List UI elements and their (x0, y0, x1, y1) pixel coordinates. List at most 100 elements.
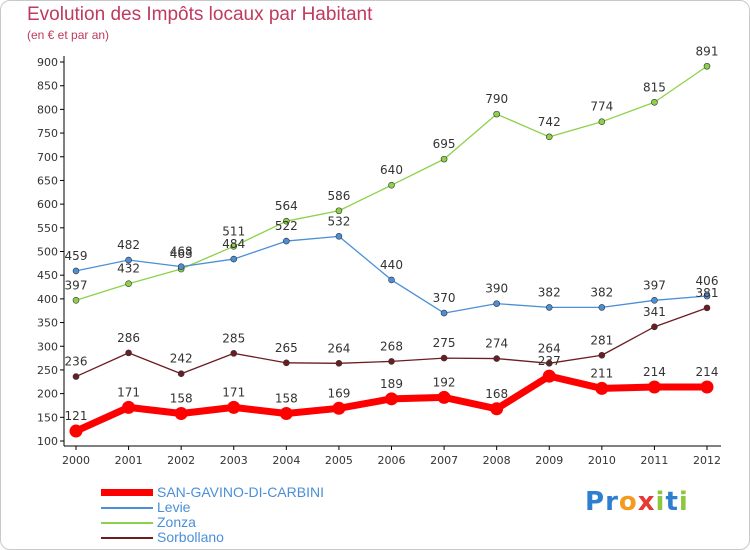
y-tick-label: 700 (37, 151, 58, 164)
data-label: 774 (590, 100, 613, 114)
data-label: 264 (538, 341, 561, 355)
data-point (177, 370, 185, 378)
data-label: 189 (380, 377, 403, 391)
y-tick-label: 850 (37, 80, 58, 93)
data-point (440, 155, 448, 163)
data-label: 121 (65, 409, 88, 423)
data-point (598, 304, 606, 311)
y-tick-label: 500 (37, 246, 58, 259)
data-label: 214 (643, 365, 666, 379)
data-point (545, 133, 553, 141)
legend-label-sorbollano: Sorbollano (157, 529, 224, 545)
logo-letter: x (637, 487, 656, 517)
data-point (388, 181, 395, 189)
y-tick-label: 400 (37, 293, 58, 306)
data-label: 742 (538, 115, 561, 129)
data-label: 265 (275, 341, 298, 355)
x-tick-label: 2012 (693, 454, 721, 467)
data-label: 586 (327, 189, 350, 203)
data-label: 522 (275, 219, 298, 233)
x-tick-label: 2004 (272, 454, 300, 467)
data-label: 397 (65, 278, 88, 292)
data-label: 268 (380, 339, 403, 353)
x-tick-label: 2011 (640, 454, 668, 467)
data-point (598, 351, 606, 359)
y-tick-label: 350 (37, 317, 58, 330)
data-label: 382 (590, 285, 613, 299)
data-label: 168 (485, 387, 508, 401)
data-label: 406 (696, 274, 719, 288)
data-point (69, 424, 83, 438)
legend-swatch-levie (101, 507, 153, 509)
y-tick-label: 900 (37, 56, 58, 69)
data-label: 237 (538, 354, 561, 368)
y-tick-label: 200 (37, 388, 58, 401)
logo-letter: r (605, 487, 619, 517)
legend-swatch-zonza (101, 522, 153, 524)
y-tick-label: 300 (37, 340, 58, 353)
data-label: 564 (275, 199, 298, 213)
y-tick-label: 150 (37, 411, 58, 424)
data-point (385, 392, 398, 406)
data-point (227, 400, 241, 414)
data-label: 158 (275, 392, 298, 406)
data-point (595, 381, 609, 395)
data-point (279, 407, 293, 421)
y-tick-label: 450 (37, 269, 58, 282)
data-point (125, 349, 132, 357)
data-label: 790 (485, 92, 508, 106)
data-label: 397 (643, 278, 666, 292)
data-label: 158 (170, 392, 193, 406)
data-point (545, 360, 553, 367)
data-label: 281 (590, 333, 613, 347)
y-tick-label: 800 (37, 103, 58, 116)
data-point (125, 280, 132, 288)
data-point (493, 355, 500, 362)
data-point (647, 380, 661, 394)
data-point (174, 407, 188, 421)
data-label: 511 (222, 224, 245, 238)
data-point (700, 380, 714, 394)
data-point (72, 267, 80, 275)
y-tick-label: 250 (37, 364, 58, 377)
data-label: 192 (433, 375, 456, 389)
data-point (651, 296, 658, 304)
legend-swatch-san-gavino (101, 489, 153, 496)
data-point (335, 233, 343, 240)
y-tick-label: 750 (37, 127, 58, 140)
x-tick-label: 2006 (378, 454, 406, 467)
data-label: 285 (222, 331, 245, 345)
data-point (651, 323, 658, 331)
data-label: 390 (485, 282, 508, 296)
x-tick-label: 2000 (62, 454, 90, 467)
legend-label-zonza: Zonza (157, 514, 196, 530)
data-label: 370 (433, 291, 456, 305)
data-point (230, 255, 238, 263)
chart-subtitle: (en € et par an) (27, 28, 110, 42)
data-point (542, 369, 556, 383)
data-label: 463 (170, 247, 193, 261)
data-label: 459 (65, 249, 88, 263)
data-label: 171 (222, 385, 245, 399)
data-point (283, 237, 290, 245)
x-tick-label: 2008 (483, 454, 511, 467)
data-point (703, 292, 711, 300)
data-point (283, 217, 290, 225)
data-label: 169 (327, 386, 350, 400)
proxiti-logo: Proxiti (585, 487, 689, 517)
y-tick-label: 650 (37, 174, 58, 187)
logo-letter: i (678, 487, 689, 517)
data-point (122, 400, 136, 414)
data-label: 211 (590, 366, 613, 380)
data-label: 236 (65, 355, 88, 369)
data-label: 341 (643, 305, 666, 319)
data-point (283, 359, 290, 367)
data-label: 286 (117, 331, 140, 345)
data-point (72, 373, 80, 380)
data-label: 468 (170, 245, 193, 259)
data-label: 482 (117, 238, 140, 252)
x-tick-label: 2007 (430, 454, 458, 467)
x-tick-label: 2002 (167, 454, 195, 467)
